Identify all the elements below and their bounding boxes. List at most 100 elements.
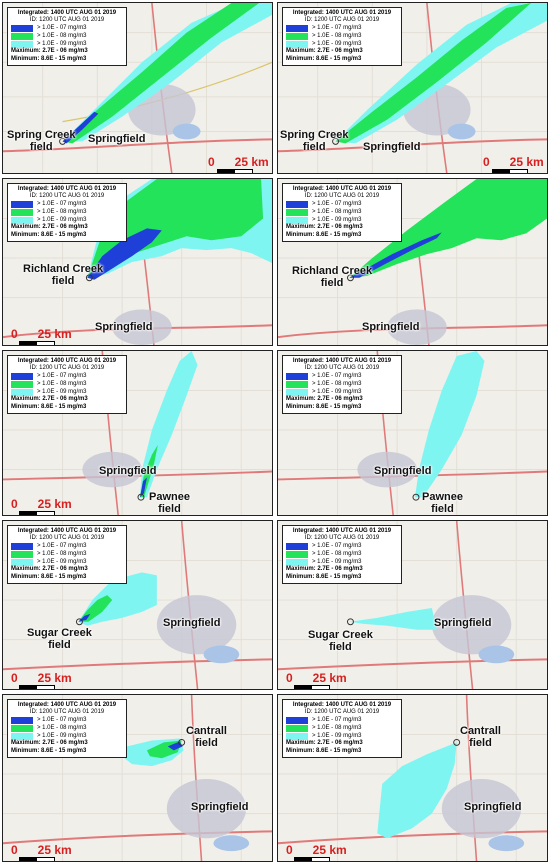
legend-level-mid: > 1.0E - 08 mg/m3 <box>312 724 362 731</box>
legend-level-mid: > 1.0E - 08 mg/m3 <box>37 32 87 39</box>
legend: Integrated: 1400 UTC AUG 01 2019 ID: 120… <box>7 183 127 242</box>
legend-level-mid: > 1.0E - 08 mg/m3 <box>312 208 362 215</box>
legend-swatch-low <box>286 558 308 566</box>
legend: Integrated: 1400 UTC AUG 01 2019 ID: 120… <box>282 525 402 584</box>
legend-level-mid: > 1.0E - 08 mg/m3 <box>37 380 87 387</box>
legend-swatch-low <box>286 40 308 48</box>
scale-bar <box>492 169 528 173</box>
legend-level-low: > 1.0E - 09 mg/m3 <box>37 732 87 739</box>
city-label: Springfield <box>163 617 221 629</box>
legend-level-high: > 1.0E - 07 mg/m3 <box>37 372 87 379</box>
legend-maximum: Maximum: 2.7E - 06 mg/m3 <box>286 566 363 573</box>
scale-bar <box>217 169 253 173</box>
site-label: Pawnee field <box>422 491 463 515</box>
legend: Integrated: 1400 UTC AUG 01 2019 ID: 120… <box>282 699 402 758</box>
legend-swatch-mid <box>286 550 308 558</box>
map-panel-spring-creek-1: Integrated: 1400 UTC AUG 01 2019 ID: 120… <box>2 2 273 174</box>
legend-swatch-high <box>286 200 308 208</box>
scale-bar <box>19 341 55 345</box>
scale-bar <box>294 857 330 861</box>
scale-label: 0 25 km <box>11 671 72 685</box>
legend-integrated: Integrated: 1400 UTC AUG 01 2019 <box>292 10 392 16</box>
legend-maximum: Maximum: 2.7E - 06 mg/m3 <box>11 48 88 55</box>
base-map <box>3 695 272 861</box>
scale-label: 0 25 km <box>208 155 269 169</box>
legend-id: ID: 1200 UTC AUG 01 2019 <box>304 365 380 372</box>
legend-id: ID: 1200 UTC AUG 01 2019 <box>304 535 380 542</box>
legend-minimum: Minimum: 8.6E - 15 mg/m3 <box>286 573 362 580</box>
legend-swatch-mid <box>286 32 308 40</box>
legend-level-high: > 1.0E - 07 mg/m3 <box>37 716 87 723</box>
legend-integrated: Integrated: 1400 UTC AUG 01 2019 <box>17 528 117 534</box>
legend-level-mid: > 1.0E - 08 mg/m3 <box>312 380 362 387</box>
legend-swatch-mid <box>11 724 33 732</box>
legend-swatch-high <box>11 200 33 208</box>
plume-high <box>62 111 99 144</box>
legend-level-high: > 1.0E - 07 mg/m3 <box>37 200 87 207</box>
legend-level-low: > 1.0E - 09 mg/m3 <box>312 388 362 395</box>
scale-bar <box>19 685 55 689</box>
base-map <box>3 179 272 345</box>
legend-swatch-high <box>286 542 308 550</box>
legend-level-high: > 1.0E - 07 mg/m3 <box>312 542 362 549</box>
legend-swatch-low <box>286 732 308 740</box>
map-panel-spring-creek-2: Integrated: 1400 UTC AUG 01 2019 ID: 120… <box>277 2 548 174</box>
legend-minimum: Minimum: 8.6E - 15 mg/m3 <box>286 747 362 754</box>
city-label: Springfield <box>95 321 153 333</box>
scale-label: 0 25 km <box>483 155 544 169</box>
legend-swatch-high <box>286 24 308 32</box>
city-label: Springfield <box>464 801 522 813</box>
map-panel-richland-creek-1: Integrated: 1400 UTC AUG 01 2019 ID: 120… <box>2 178 273 346</box>
legend-integrated: Integrated: 1400 UTC AUG 01 2019 <box>292 528 392 534</box>
legend-level-low: > 1.0E - 09 mg/m3 <box>312 558 362 565</box>
legend-minimum: Minimum: 8.6E - 15 mg/m3 <box>11 55 87 62</box>
city-label: Springfield <box>99 465 157 477</box>
legend-swatch-mid <box>11 380 33 388</box>
scale-label: 0 25 km <box>11 497 72 511</box>
legend-integrated: Integrated: 1400 UTC AUG 01 2019 <box>17 186 117 192</box>
legend-swatch-high <box>11 372 33 380</box>
city-label: Springfield <box>191 801 249 813</box>
legend: Integrated: 1400 UTC AUG 01 2019 ID: 120… <box>282 355 402 414</box>
legend-integrated: Integrated: 1400 UTC AUG 01 2019 <box>292 358 392 364</box>
legend-swatch-low <box>11 732 33 740</box>
legend-id: ID: 1200 UTC AUG 01 2019 <box>29 193 105 200</box>
legend-maximum: Maximum: 2.7E - 06 mg/m3 <box>286 48 363 55</box>
legend-swatch-low <box>11 388 33 396</box>
legend: Integrated: 1400 UTC AUG 01 2019 ID: 120… <box>7 525 127 584</box>
legend-id: ID: 1200 UTC AUG 01 2019 <box>29 535 105 542</box>
legend: Integrated: 1400 UTC AUG 01 2019 ID: 120… <box>7 7 127 66</box>
legend-level-high: > 1.0E - 07 mg/m3 <box>312 372 362 379</box>
site-label: Sugar Creek field <box>27 627 92 651</box>
map-panel-cantrall-2: Integrated: 1400 UTC AUG 01 2019 ID: 120… <box>277 694 548 862</box>
site-label: Cantrall field <box>186 725 227 749</box>
site-label: Sugar Creek field <box>308 629 373 653</box>
legend-level-mid: > 1.0E - 08 mg/m3 <box>37 724 87 731</box>
site-label: Spring Creek field <box>7 129 76 153</box>
legend-id: ID: 1200 UTC AUG 01 2019 <box>29 17 105 24</box>
plume-low <box>377 742 457 839</box>
map-panel-pawnee-2: Integrated: 1400 UTC AUG 01 2019 ID: 120… <box>277 350 548 516</box>
legend-swatch-low <box>286 216 308 224</box>
plume-mid <box>335 3 532 144</box>
legend-swatch-low <box>11 40 33 48</box>
legend-swatch-mid <box>286 724 308 732</box>
legend: Integrated: 1400 UTC AUG 01 2019 ID: 120… <box>7 355 127 414</box>
site-label: Pawnee field <box>149 491 190 515</box>
plume-mid <box>62 3 260 144</box>
legend-maximum: Maximum: 2.7E - 06 mg/m3 <box>11 396 88 403</box>
legend-swatch-mid <box>11 32 33 40</box>
scale-label: 0 25 km <box>286 843 347 857</box>
legend-swatch-mid <box>11 208 33 216</box>
legend-id: ID: 1200 UTC AUG 01 2019 <box>304 193 380 200</box>
legend-level-mid: > 1.0E - 08 mg/m3 <box>312 550 362 557</box>
map-panel-sugar-creek-1: Integrated: 1400 UTC AUG 01 2019 ID: 120… <box>2 520 273 690</box>
legend-swatch-high <box>286 372 308 380</box>
site-label: Richland Creek field <box>292 265 373 289</box>
legend-integrated: Integrated: 1400 UTC AUG 01 2019 <box>292 702 392 708</box>
legend-id: ID: 1200 UTC AUG 01 2019 <box>29 365 105 372</box>
legend: Integrated: 1400 UTC AUG 01 2019 ID: 120… <box>7 699 127 758</box>
legend-swatch-mid <box>286 380 308 388</box>
legend-level-low: > 1.0E - 09 mg/m3 <box>312 40 362 47</box>
scale-label: 0 25 km <box>286 671 347 685</box>
